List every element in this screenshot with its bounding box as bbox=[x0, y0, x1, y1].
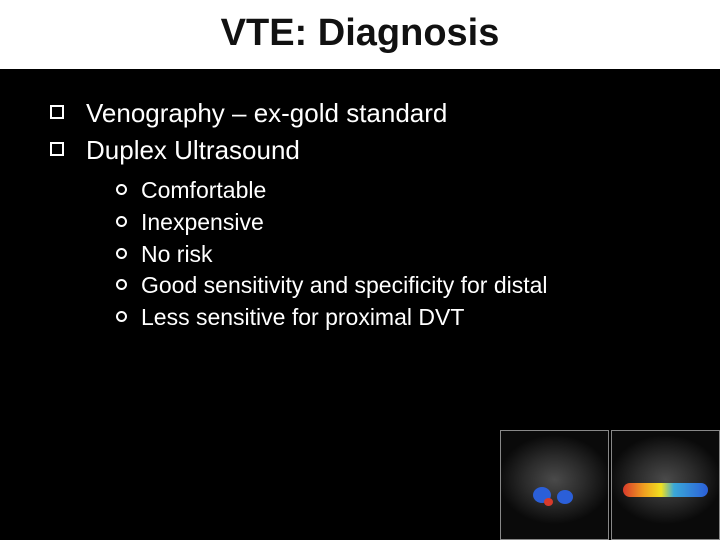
slide-content: Venography – ex-gold standard Duplex Ult… bbox=[0, 69, 720, 332]
circle-bullet-icon bbox=[116, 248, 127, 259]
square-bullet-icon bbox=[50, 105, 64, 119]
sub-bullet-text: No risk bbox=[141, 240, 213, 269]
sub-bullet-text: Comfortable bbox=[141, 176, 266, 205]
sub-bullet-item: Inexpensive bbox=[116, 208, 690, 237]
main-bullet-text: Duplex Ultrasound bbox=[86, 134, 300, 167]
ultrasound-image-panel bbox=[500, 430, 720, 540]
sub-bullet-list: Comfortable Inexpensive No risk Good sen… bbox=[116, 176, 690, 332]
sub-bullet-text: Inexpensive bbox=[141, 208, 264, 237]
doppler-spot-icon bbox=[557, 490, 573, 504]
sub-bullet-text: Less sensitive for proximal DVT bbox=[141, 303, 464, 332]
sub-bullet-item: No risk bbox=[116, 240, 690, 269]
slide-title: VTE: Diagnosis bbox=[0, 0, 720, 69]
circle-bullet-icon bbox=[116, 216, 127, 227]
ultrasound-frame-left bbox=[500, 430, 609, 540]
main-bullet-item: Venography – ex-gold standard bbox=[50, 97, 690, 130]
main-bullet-item: Duplex Ultrasound bbox=[50, 134, 690, 167]
ultrasound-bg bbox=[501, 431, 608, 539]
square-bullet-icon bbox=[50, 142, 64, 156]
sub-bullet-item: Comfortable bbox=[116, 176, 690, 205]
main-bullet-text: Venography – ex-gold standard bbox=[86, 97, 447, 130]
ultrasound-frame-right bbox=[611, 430, 720, 540]
circle-bullet-icon bbox=[116, 311, 127, 322]
sub-bullet-item: Good sensitivity and specificity for dis… bbox=[116, 271, 690, 300]
doppler-spot-icon bbox=[544, 498, 553, 506]
sub-bullet-item: Less sensitive for proximal DVT bbox=[116, 303, 690, 332]
doppler-stream-icon bbox=[623, 483, 709, 497]
circle-bullet-icon bbox=[116, 279, 127, 290]
circle-bullet-icon bbox=[116, 184, 127, 195]
sub-bullet-text: Good sensitivity and specificity for dis… bbox=[141, 271, 548, 300]
